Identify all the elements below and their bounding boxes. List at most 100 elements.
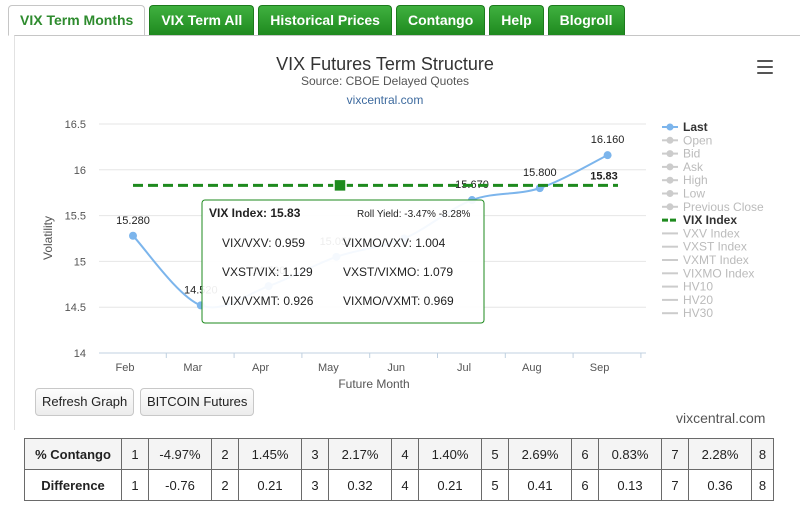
tooltip-roll-yield: Roll Yield: -3.47% -8.28% [357,209,471,220]
chart-subtitle: Source: CBOE Delayed Quotes [300,74,470,88]
table-cell: 6 [571,438,599,470]
tab-blogroll[interactable]: Blogroll [547,5,625,35]
table-cell: 2.28% [688,438,752,470]
data-point-last [129,231,137,240]
tooltip-ratio: VXST/VIXMO: 1.079 [343,265,453,279]
table-cell: 5 [481,469,509,501]
table-cell: 8 [751,438,774,470]
legend-item-label: Previous Close [683,200,764,214]
x-tick-label: May [318,362,339,374]
legend-item-label: Bid [683,147,700,161]
chart-title: VIX Futures Term Structure [276,54,494,74]
legend-symbol-marker [666,163,674,171]
legend-symbol-marker [666,150,674,158]
y-tick-label: 15 [74,256,86,268]
y-tick-label: 14 [74,348,86,360]
table-cell: 6 [571,469,599,501]
tooltip-ratio: VIX/VXMT: 0.926 [222,294,314,308]
data-label-vix-index: 15.83 [590,170,618,182]
legend-symbol-marker [666,203,674,211]
footer-link[interactable]: vixcentral.com [676,410,766,426]
legend-symbol-marker [666,136,674,144]
tab-vix-term-all[interactable]: VIX Term All [149,5,255,35]
x-axis-title: Future Month [338,377,409,391]
table-cell: 0.21 [418,469,482,501]
legend-item-label: VXST Index [683,240,747,254]
tab-vix-term-months[interactable]: VIX Term Months [8,5,146,36]
y-tick-label: 16.5 [65,119,86,131]
table-cell: 0.32 [328,469,392,501]
table-cell: 1.40% [418,438,482,470]
data-label-last: 16.160 [591,134,625,146]
legend-item-label: Last [683,120,708,134]
tooltip-box [201,199,485,324]
tab-help[interactable]: Help [489,5,544,35]
y-tick-label: 15.5 [65,211,86,223]
legend-item-label: Open [683,133,712,147]
table-cell: 2 [211,469,239,501]
x-tick-label: Aug [522,362,542,374]
x-tick-label: Feb [116,362,135,374]
contango-table: % Contango 1 -4.97% 2 1.45% 3 2.17% 4 1.… [24,438,774,501]
table-row: % Contango 1 -4.97% 2 1.45% 3 2.17% 4 1.… [24,438,774,470]
data-label-last: 15.280 [116,215,150,227]
table-cell: 0.36 [688,469,752,501]
legend-symbol-marker [666,176,674,184]
table-cell: -0.76 [148,469,212,501]
legend-item-label: VIX Index [683,213,737,227]
tooltip-title: VIX Index: 15.83 [209,206,301,220]
table-cell: 7 [661,438,689,470]
table-cell: 1 [121,438,149,470]
table-cell: 1 [121,469,149,501]
table-cell: 1.45% [238,438,302,470]
data-label-last: 15.800 [523,167,557,179]
legend-item-label: HV30 [683,306,713,320]
tooltip-ratio: VXST/VIX: 1.129 [222,265,313,279]
table-cell: 0.21 [238,469,302,501]
table-cell: 3 [301,438,329,470]
tooltip-ratio: VIX/VXV: 0.959 [222,236,305,250]
y-tick-label: 14.5 [65,302,86,314]
table-cell: 2.69% [508,438,572,470]
legend-item-label: Ask [683,160,704,174]
chart-tooltip: VIX Index: 15.83 Roll Yield: -3.47% -8.28… [201,199,485,324]
table-row: Difference 1 -0.76 2 0.21 3 0.32 4 0.21 … [24,469,774,501]
x-tick-label: Jul [457,362,471,374]
legend-item-label: VXV Index [683,226,740,240]
table-cell: 0.83% [598,438,662,470]
y-tick-label: 16 [74,165,86,177]
table-cell: 5 [481,438,509,470]
vix-index-marker [333,178,347,193]
chart-source-link[interactable]: vixcentral.com [346,93,424,107]
bitcoin-futures-button[interactable]: BITCOIN Futures [140,388,255,416]
table-cell: 4 [391,438,419,470]
contango-row-label: % Contango [24,438,122,470]
tooltip-ratio: VIXMO/VXV: 1.004 [343,236,446,250]
legend-item-label: High [683,173,708,187]
hamburger-menu-icon[interactable] [757,60,773,74]
difference-row-label: Difference [24,469,122,501]
legend-item-label: Low [683,187,705,201]
legend-symbol-marker [666,123,674,131]
table-cell: 4 [391,469,419,501]
table-cell: 8 [751,469,774,501]
table-cell: -4.97% [148,438,212,470]
table-cell: 0.13 [598,469,662,501]
tab-contango[interactable]: Contango [395,5,486,35]
term-structure-chart: 14 14.5 15 15.5 16 16.5 Feb Mar Apr May Jun Jul Aug S… [41,119,764,391]
table-cell: 0.41 [508,469,572,501]
x-tick-label: Apr [252,362,269,374]
legend-symbol-marker [666,190,674,197]
table-cell: 2.17% [328,438,392,470]
refresh-graph-button[interactable]: Refresh Graph [35,388,135,416]
table-cell: 7 [661,469,689,501]
x-tick-label: Mar [183,362,202,374]
legend-item-label: HV10 [683,280,713,294]
tooltip-ratio: VIXMO/VXMT: 0.969 [343,294,454,308]
tab-historical-prices[interactable]: Historical Prices [258,5,392,35]
tab-bar: VIX Term Months VIX Term All Historical … [8,5,625,36]
legend-item-label: VIXMO Index [683,266,754,280]
legend-item-label: HV20 [683,293,713,307]
x-tick-label: Jun [387,362,405,374]
